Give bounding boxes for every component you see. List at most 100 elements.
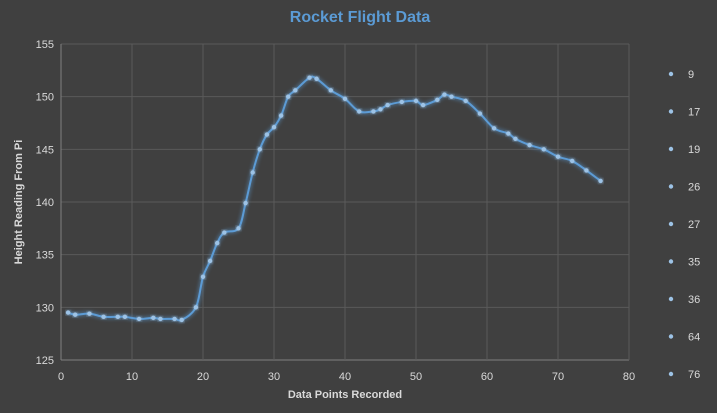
legend-label: 36 [688,294,700,306]
data-point [555,154,561,159]
axes: 125 130 135 140 145 150 155 0 10 20 30 40 50 60 70 80 [36,39,635,383]
series-path [67,75,602,322]
legend-label: 26 [688,182,700,194]
y-tick-label: 145 [36,144,54,156]
data-point [193,305,199,310]
legend-marker-icon [668,109,674,114]
chart-title: Rocket Flight Data [290,9,431,26]
legend-marker-icon [668,221,674,227]
data-point [215,240,220,246]
data-point [179,317,184,323]
legend-marker-icon [668,296,674,302]
y-tick-label: 140 [36,197,54,209]
data-point [271,125,277,130]
legend-label: 27 [688,219,700,231]
data-point [243,200,248,206]
legend-marker-icon [668,371,674,377]
y-axis-label: Height Reading From Pi [13,140,25,265]
legend-item: 36 [659,294,700,306]
legend-item: 9 [659,69,694,81]
data-point [435,97,440,103]
y-tick-label: 130 [36,302,54,314]
data-point [314,76,319,81]
data-point [222,230,227,235]
x-tick-label: 50 [410,371,422,383]
data-point [357,109,362,114]
y-tick-label: 150 [36,92,54,104]
data-point [122,314,128,320]
legend-marker-icon [668,71,674,77]
data-point [158,316,163,322]
data-point [420,102,426,108]
legend-item: 76 [659,369,700,381]
x-tick-label: 80 [623,371,635,383]
data-point [250,170,255,175]
legend-marker-icon [668,184,674,189]
legend-item: 26 [659,182,700,194]
data-point [413,98,419,104]
legend-label: 9 [688,69,694,81]
data-point [293,88,298,93]
data-point [136,316,142,322]
legend-label: 17 [688,107,700,119]
data-point [378,107,383,112]
data-point [385,102,390,108]
data-point [286,94,291,99]
data-point [449,94,454,99]
y-tick-label: 125 [36,355,54,367]
data-point [570,158,575,164]
legend-item: 27 [659,219,700,231]
x-axis-label: Data Points Recorded [288,389,402,401]
data-point [513,136,518,141]
data-point [151,315,156,321]
legend-label: 35 [688,257,700,269]
data-point [278,113,284,118]
data-point [399,99,404,105]
data-point [87,311,92,316]
legend-item: 17 [659,107,700,119]
gridlines [60,43,630,361]
x-tick-label: 40 [339,371,351,383]
data-point [491,126,497,131]
legend-item: 35 [659,257,700,269]
x-tick-label: 0 [58,371,64,383]
data-point [115,314,121,320]
x-tick-label: 70 [552,371,564,383]
data-point [342,96,348,101]
data-point [200,274,206,279]
x-tick-label: 60 [481,371,493,383]
legend-label: 64 [688,332,700,344]
legend-label: 76 [688,369,700,381]
data-point [328,88,333,93]
series-line [65,75,603,323]
data-point [101,314,106,320]
data-point [257,147,262,152]
data-point [442,92,447,97]
data-point [527,142,532,148]
legend-item: 19 [659,144,700,156]
legend: 9 17 19 26 27 35 36 64 76 [659,69,700,381]
y-tick-label: 155 [36,39,54,51]
data-point [264,132,270,137]
data-point [463,98,468,104]
data-point [477,111,483,116]
data-point [506,131,511,136]
legend-item: 64 [659,332,700,344]
legend-marker-icon [668,334,674,339]
data-point [584,168,589,173]
data-point [65,310,71,315]
legend-marker-icon [668,259,674,264]
x-tick-label: 10 [126,371,138,383]
data-point [73,312,78,317]
data-point [207,258,213,264]
y-tick-label: 135 [36,250,54,262]
data-point [541,147,546,152]
legend-label: 19 [688,144,700,156]
legend-marker-icon [668,146,674,152]
data-point [236,226,241,231]
x-tick-label: 20 [197,371,209,383]
data-point [307,75,312,80]
data-point [598,178,603,184]
